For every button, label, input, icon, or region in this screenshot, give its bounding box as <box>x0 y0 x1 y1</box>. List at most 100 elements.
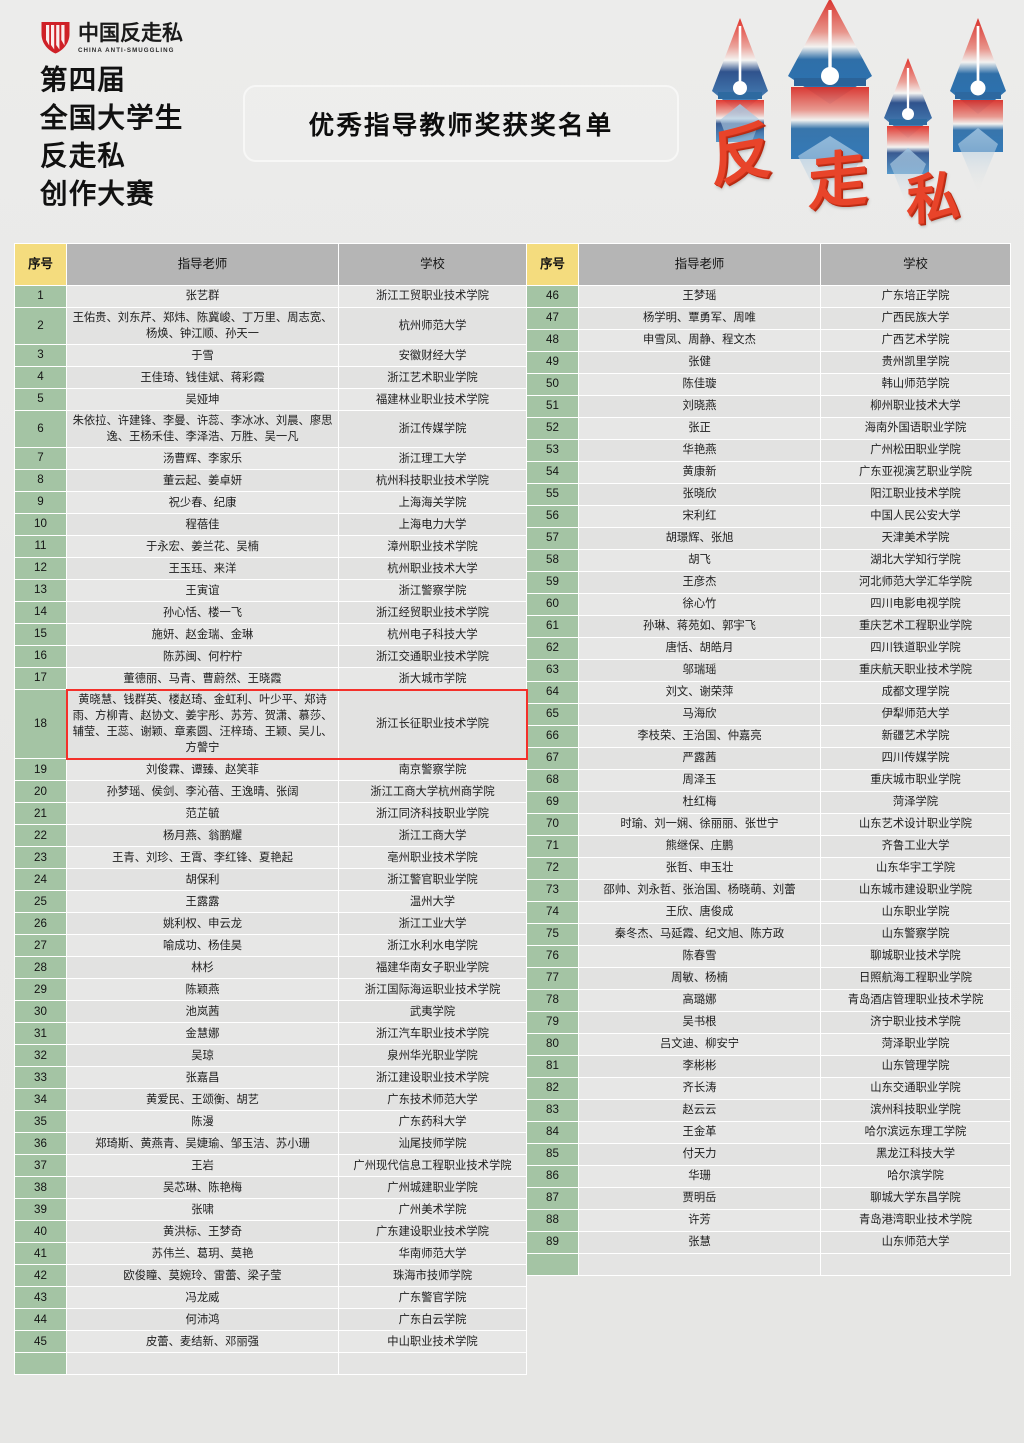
cell-school: 湖北大学知行学院 <box>820 549 1011 572</box>
cell-school: 广东培正学院 <box>820 285 1011 308</box>
cell-teacher: 申雪凤、周静、程文杰 <box>578 329 821 352</box>
table-row: 55 张晓欣 阳江职业技术学院 <box>526 483 1011 506</box>
cell-teacher: 黄洪标、王梦奇 <box>66 1220 339 1244</box>
cell-teacher: 郑琦斯、黄燕青、吴婕瑜、邹玉洁、苏小珊 <box>66 1132 339 1156</box>
cell-school: 海南外国语职业学院 <box>820 417 1011 440</box>
cell-teacher: 华艳燕 <box>578 439 821 462</box>
cell-school: 济宁职业技术学院 <box>820 1011 1011 1034</box>
table-row: 48 申雪凤、周静、程文杰 广西艺术学院 <box>526 329 1011 352</box>
table-row: 33 张嘉昌 浙江建设职业技术学院 <box>14 1066 527 1090</box>
cell-school: 日照航海工程职业学院 <box>820 967 1011 990</box>
table-row: 5 吴娅坤 福建林业职业技术学院 <box>14 388 527 412</box>
cell-empty <box>526 1253 579 1276</box>
cell-teacher: 于永宏、姜兰花、吴楠 <box>66 535 339 559</box>
cell-school: 亳州职业技术学院 <box>338 846 527 870</box>
table-row: 66 李枝荣、王治国、仲嘉亮 新疆艺术学院 <box>526 725 1011 748</box>
cell-school: 上海海关学院 <box>338 491 527 515</box>
cell-teacher: 王寅谊 <box>66 579 339 603</box>
cell-index: 60 <box>526 593 579 616</box>
cell-teacher: 秦冬杰、马延霞、纪文旭、陈方政 <box>578 923 821 946</box>
cell-empty <box>66 1352 339 1376</box>
table-row: 61 孙琳、蒋苑如、郭宇飞 重庆艺术工程职业学院 <box>526 615 1011 638</box>
table-row: 34 黄爱民、王颂衡、胡艺 广东技术师范大学 <box>14 1088 527 1112</box>
cell-teacher: 张健 <box>578 351 821 374</box>
cell-index: 45 <box>14 1330 67 1354</box>
cell-teacher: 周敏、杨楠 <box>578 967 821 990</box>
table-row: 38 吴芯琳、陈艳梅 广州城建职业学院 <box>14 1176 527 1200</box>
cell-index: 82 <box>526 1077 579 1100</box>
cell-teacher: 张晓欣 <box>578 483 821 506</box>
cell-school: 广东药科大学 <box>338 1110 527 1134</box>
cell-index: 37 <box>14 1154 67 1178</box>
cell-index: 87 <box>526 1187 579 1210</box>
table-row: 47 杨学明、覃勇军、周唯 广西民族大学 <box>526 307 1011 330</box>
column-header-school: 学校 <box>820 243 1011 286</box>
cell-school: 山东城市建设职业学院 <box>820 879 1011 902</box>
cell-school: 广州美术学院 <box>338 1198 527 1222</box>
cell-index: 75 <box>526 923 579 946</box>
cell-teacher: 王欣、唐俊成 <box>578 901 821 924</box>
table-row: 40 黄洪标、王梦奇 广东建设职业技术学院 <box>14 1220 527 1244</box>
cell-school: 重庆城市职业学院 <box>820 769 1011 792</box>
table-row: 31 金慧娜 浙江汽车职业技术学院 <box>14 1022 527 1046</box>
cell-index: 34 <box>14 1088 67 1112</box>
cell-index: 19 <box>14 758 67 782</box>
cell-teacher: 张艺群 <box>66 285 339 308</box>
cell-index: 88 <box>526 1209 579 1232</box>
cell-school: 重庆艺术工程职业学院 <box>820 615 1011 638</box>
title-line-2: 全国大学生 <box>40 101 184 134</box>
table-row: 37 王岩 广州现代信息工程职业技术学院 <box>14 1154 527 1178</box>
cell-school: 浙江同济科技职业学院 <box>338 802 527 826</box>
cell-teacher: 黄爱民、王颂衡、胡艺 <box>66 1088 339 1112</box>
cell-teacher: 刘俊霖、谭臻、赵笑菲 <box>66 758 339 782</box>
cell-empty <box>578 1253 821 1276</box>
table-row: 51 刘晓燕 柳州职业技术大学 <box>526 395 1011 418</box>
table-row: 24 胡保利 浙江警官职业学院 <box>14 868 527 892</box>
cell-teacher: 时瑜、刘一娴、徐丽丽、张世宁 <box>578 813 821 836</box>
cell-teacher: 吴琼 <box>66 1044 339 1068</box>
cell-index: 32 <box>14 1044 67 1068</box>
cell-teacher: 汤曹辉、李家乐 <box>66 447 339 471</box>
cell-index: 63 <box>526 659 579 682</box>
cell-school: 浙江水利水电学院 <box>338 934 527 958</box>
table-row: 81 李彬彬 山东管理学院 <box>526 1055 1011 1078</box>
cell-school: 聊城职业技术学院 <box>820 945 1011 968</box>
cell-index: 61 <box>526 615 579 638</box>
table-row: 3 于雪 安徽财经大学 <box>14 344 527 368</box>
table-row: 49 张健 贵州凯里学院 <box>526 351 1011 374</box>
cell-school: 伊犁师范大学 <box>820 703 1011 726</box>
cell-teacher: 周泽玉 <box>578 769 821 792</box>
cell-school: 漳州职业技术学院 <box>338 535 527 559</box>
table-row: 65 马海欣 伊犁师范大学 <box>526 703 1011 726</box>
cell-school: 中国人民公安大学 <box>820 505 1011 528</box>
cell-index: 81 <box>526 1055 579 1078</box>
cell-index: 42 <box>14 1264 67 1288</box>
table-row: 62 唐恬、胡皓月 四川铁道职业学院 <box>526 637 1011 660</box>
cell-index: 31 <box>14 1022 67 1046</box>
table-row: 84 王金革 哈尔滨远东理工学院 <box>526 1121 1011 1144</box>
table-row: 70 时瑜、刘一娴、徐丽丽、张世宁 山东艺术设计职业学院 <box>526 813 1011 836</box>
cell-teacher: 陈颖燕 <box>66 978 339 1002</box>
cell-school: 菏泽学院 <box>820 791 1011 814</box>
cell-school: 广东建设职业技术学院 <box>338 1220 527 1244</box>
table-row: 83 赵云云 滨州科技职业学院 <box>526 1099 1011 1122</box>
cell-school: 浙江汽车职业技术学院 <box>338 1022 527 1046</box>
cell-school: 武夷学院 <box>338 1000 527 1024</box>
cell-school: 浙江工商大学杭州商学院 <box>338 780 527 804</box>
cell-index: 7 <box>14 447 67 471</box>
cell-index: 69 <box>526 791 579 814</box>
cell-index: 6 <box>14 410 67 449</box>
cell-index: 57 <box>526 527 579 550</box>
table-row: 36 郑琦斯、黄燕青、吴婕瑜、邹玉洁、苏小珊 汕尾技师学院 <box>14 1132 527 1156</box>
brand-calligraphy-decoration: 反 走 私 <box>709 96 1010 233</box>
cell-school: 广西艺术学院 <box>820 329 1011 352</box>
cell-teacher: 高璐娜 <box>578 989 821 1012</box>
cell-school: 滨州科技职业学院 <box>820 1099 1011 1122</box>
table-row: 30 池岚茜 武夷学院 <box>14 1000 527 1024</box>
cell-index: 10 <box>14 513 67 537</box>
cell-index: 11 <box>14 535 67 559</box>
cell-school: 山东警察学院 <box>820 923 1011 946</box>
page-title: 第四届 全国大学生 反走私 创作大赛 <box>40 62 184 214</box>
cell-school: 广东警官学院 <box>338 1286 527 1310</box>
table-row: 27 喻成功、杨佳昊 浙江水利水电学院 <box>14 934 527 958</box>
